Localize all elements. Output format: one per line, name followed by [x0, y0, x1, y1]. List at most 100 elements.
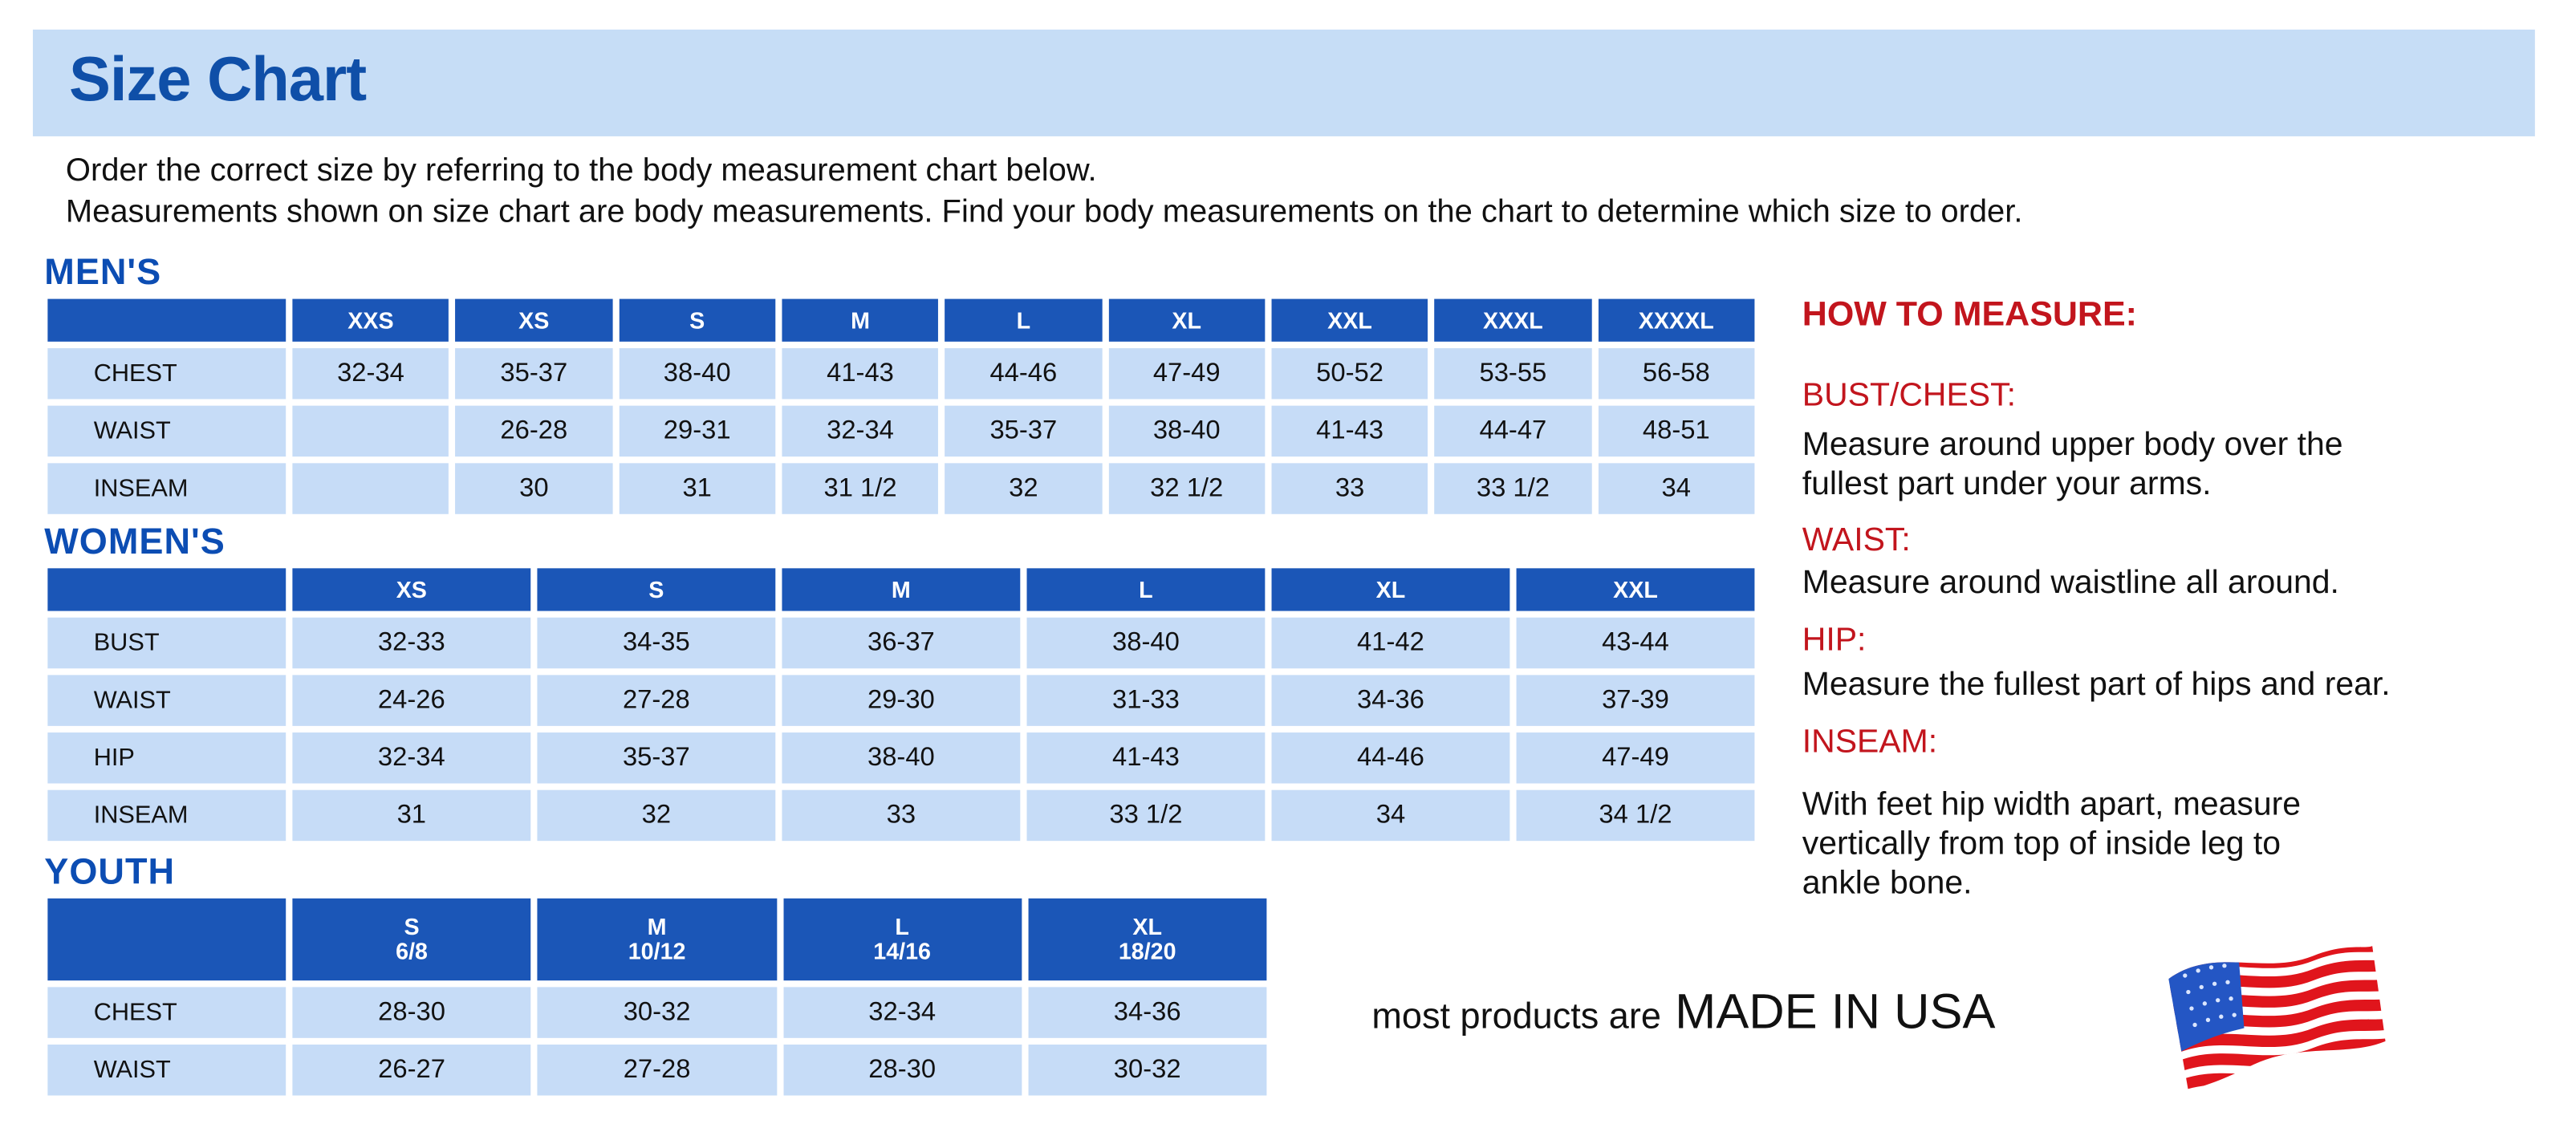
size-header: XXXL: [1434, 298, 1591, 342]
how-to-measure-heading: HOW TO MEASURE:: [1802, 295, 2137, 334]
measurement-value: 38-40: [1026, 617, 1266, 669]
size-range: 6/8: [396, 937, 429, 964]
measurement-label: HIP: [47, 732, 286, 784]
table-row: HIP 32-34 35-37 38-40 41-43 44-46 47-49: [47, 732, 1755, 784]
made-prefix: most products are: [1371, 995, 1661, 1037]
measurement-value: 56-58: [1598, 348, 1755, 400]
measurement-value: 34-35: [537, 617, 776, 669]
measurement-value: 41-43: [782, 348, 939, 400]
measurement-value: 36-37: [782, 617, 1021, 669]
measurement-label: WAIST: [47, 405, 286, 457]
measurement-value: 32-34: [292, 348, 449, 400]
measurement-label: INSEAM: [47, 789, 286, 842]
header-corner: [47, 298, 286, 342]
measurement-value: 35-37: [537, 732, 776, 784]
desc-line: ankle bone.: [1802, 865, 1973, 902]
measurement-value: 35-37: [455, 348, 612, 400]
desc-line: With feet hip width apart, measure: [1802, 786, 2302, 823]
measurement-value: 41-43: [1026, 732, 1266, 784]
measurement-value: 29-30: [782, 675, 1021, 726]
size-label: L: [895, 913, 909, 939]
measurement-value: 32 1/2: [1108, 463, 1266, 514]
measurement-value: 27-28: [537, 1045, 777, 1096]
measurement-value: 24-26: [292, 675, 531, 726]
measurement-value: 31 1/2: [782, 463, 939, 514]
measurement-label: CHEST: [47, 987, 286, 1038]
term-hip: HIP:: [1802, 622, 1867, 659]
measurement-value: 44-47: [1434, 405, 1591, 457]
size-range: 18/20: [1118, 937, 1176, 964]
measurement-value: 44-46: [1271, 732, 1510, 784]
measurement-value: 34 1/2: [1516, 789, 1755, 842]
measurement-label: BUST: [47, 617, 286, 669]
size-label: XL: [1132, 913, 1163, 939]
size-header: XXXXL: [1598, 298, 1755, 342]
table-row: CHEST 28-30 30-32 32-34 34-36: [47, 987, 1267, 1038]
us-flag-icon: [2168, 946, 2386, 1091]
header-corner: [47, 568, 286, 611]
term-bust-chest: BUST/CHEST:: [1802, 377, 2016, 414]
desc-line: vertically from top of inside leg to: [1802, 826, 2281, 862]
size-header: XL 18/20: [1028, 898, 1267, 981]
size-header: XXL: [1516, 568, 1755, 611]
womens-size-table: XS S M L XL XXL BUST 32-33 34-35 36-37 38-40 41-42 4…: [41, 562, 1761, 847]
measurement-value: 34-36: [1028, 987, 1267, 1038]
measurement-label: WAIST: [47, 675, 286, 726]
measurement-value: 34-36: [1271, 675, 1510, 726]
measurement-value: 33 1/2: [1434, 463, 1591, 514]
header-row: S 6/8 M 10/12 L 14/16 XL 18/20: [47, 898, 1267, 981]
measurement-value: 28-30: [292, 987, 531, 1038]
table-row: WAIST 26-28 29-31 32-34 35-37 38-40 41-43 44-47…: [47, 405, 1755, 457]
youth-heading: YOUTH: [44, 850, 176, 892]
size-label: M: [647, 913, 667, 939]
measurement-value: 47-49: [1516, 732, 1755, 784]
table-row: WAIST 26-27 27-28 28-30 30-32: [47, 1045, 1267, 1096]
size-header: S: [537, 568, 776, 611]
header-row: XS S M L XL XXL: [47, 568, 1755, 611]
mens-size-table: XXS XS S M L XL XXL XXXL XXXXL CHEST 32-34 35-37 38-…: [41, 292, 1761, 521]
desc-line: fullest part under your arms.: [1802, 466, 2212, 503]
measurement-value: 30-32: [1028, 1045, 1267, 1096]
measurement-value: [292, 405, 449, 457]
measurement-value: 33: [782, 789, 1021, 842]
mens-heading: MEN'S: [44, 251, 162, 293]
measurement-value: 48-51: [1598, 405, 1755, 457]
measurement-label: INSEAM: [47, 463, 286, 514]
measurement-value: 27-28: [537, 675, 776, 726]
size-label: S: [404, 913, 420, 939]
measurement-value: 38-40: [1108, 405, 1266, 457]
measurement-value: 37-39: [1516, 675, 1755, 726]
desc-waist: Measure around waistline all around.: [1802, 565, 2339, 602]
made-in-usa-note: most products are MADE IN USA: [1371, 985, 1995, 1041]
measurement-label: CHEST: [47, 348, 286, 400]
made-in-usa: MADE IN USA: [1675, 985, 1996, 1040]
measurement-value: 32-33: [292, 617, 531, 669]
table-row: INSEAM 31 32 33 33 1/2 34 34 1/2: [47, 789, 1755, 842]
measurement-value: 50-52: [1271, 348, 1428, 400]
measurement-value: 34: [1598, 463, 1755, 514]
measurement-value: 32-34: [782, 405, 939, 457]
measurement-value: 32: [537, 789, 776, 842]
intro-line-2: Measurements shown on size chart are bod…: [65, 193, 2023, 230]
womens-heading: WOMEN'S: [44, 520, 226, 562]
measurement-value: 43-44: [1516, 617, 1755, 669]
table-row: WAIST 24-26 27-28 29-30 31-33 34-36 37-39: [47, 675, 1755, 726]
size-header: L 14/16: [782, 898, 1022, 981]
measurement-value: 30: [455, 463, 612, 514]
desc-hip: Measure the fullest part of hips and rea…: [1802, 667, 2391, 704]
size-header: L: [945, 298, 1102, 342]
table-row: CHEST 32-34 35-37 38-40 41-43 44-46 47-49 50-52…: [47, 348, 1755, 400]
measurement-value: 26-28: [455, 405, 612, 457]
size-range: 10/12: [628, 937, 686, 964]
size-header: XS: [455, 298, 612, 342]
measurement-value: 47-49: [1108, 348, 1266, 400]
measurement-value: 44-46: [945, 348, 1102, 400]
size-header: M: [782, 298, 939, 342]
header-row: XXS XS S M L XL XXL XXXL XXXXL: [47, 298, 1755, 342]
desc-bust-chest: Measure around upper body over the fulles…: [1802, 425, 2343, 504]
measurement-value: 26-27: [292, 1045, 531, 1096]
measurement-label: WAIST: [47, 1045, 286, 1096]
measurement-value: 28-30: [782, 1045, 1022, 1096]
header-corner: [47, 898, 286, 981]
